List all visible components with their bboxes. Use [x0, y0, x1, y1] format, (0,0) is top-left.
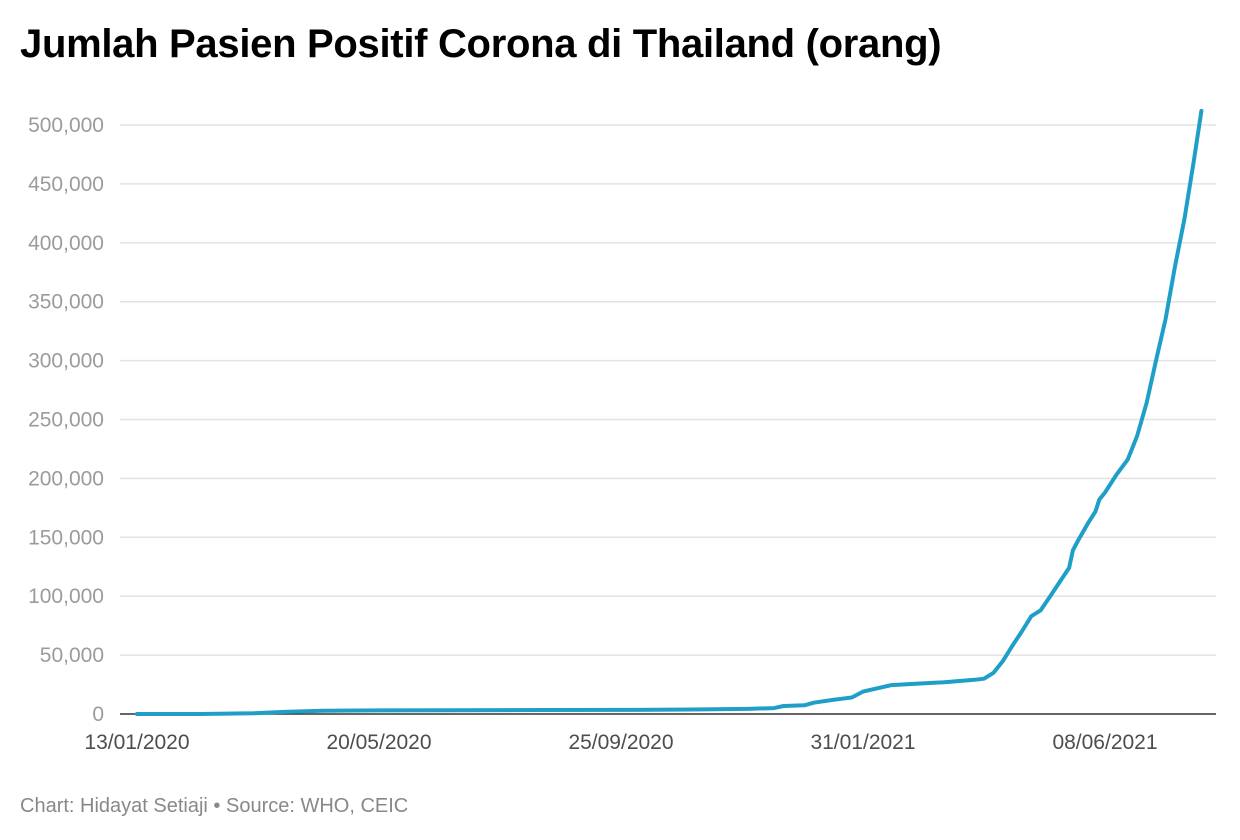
y-tick-label: 200,000: [28, 467, 104, 490]
chart-title: Jumlah Pasien Positif Corona di Thailand…: [20, 22, 942, 66]
x-tick-label: 25/09/2020: [568, 731, 673, 754]
x-tick-label: 31/01/2021: [810, 731, 915, 754]
y-tick-label: 100,000: [28, 585, 104, 608]
x-tick-label: 13/01/2020: [84, 731, 189, 754]
chart-footer: Chart: Hidayat Setiaji • Source: WHO, CE…: [20, 795, 409, 817]
y-tick-label: 300,000: [28, 350, 104, 373]
gridlines: [120, 124, 1216, 656]
line-chart: 0 50,000 100,000 150,000 200,000 250,000 300,0…: [28, 108, 1216, 754]
x-tick-label: 08/06/2021: [1052, 731, 1157, 754]
y-tick-label: 350,000: [28, 291, 104, 314]
y-tick-label: 150,000: [28, 526, 104, 549]
x-axis: 13/01/2020 20/05/2020 25/09/2020 31/01/2021…: [84, 731, 1157, 754]
series-line: [135, 108, 1204, 716]
y-axis: 0 50,000 100,000 150,000 200,000 250,000 300,0…: [28, 114, 104, 726]
y-tick-label: 400,000: [28, 232, 104, 255]
y-tick-label: 500,000: [28, 114, 104, 137]
y-tick-label: 0: [92, 703, 104, 726]
y-tick-label: 250,000: [28, 409, 104, 432]
y-tick-label: 50,000: [40, 644, 104, 667]
y-tick-label: 450,000: [28, 173, 104, 196]
x-tick-label: 20/05/2020: [326, 731, 431, 754]
